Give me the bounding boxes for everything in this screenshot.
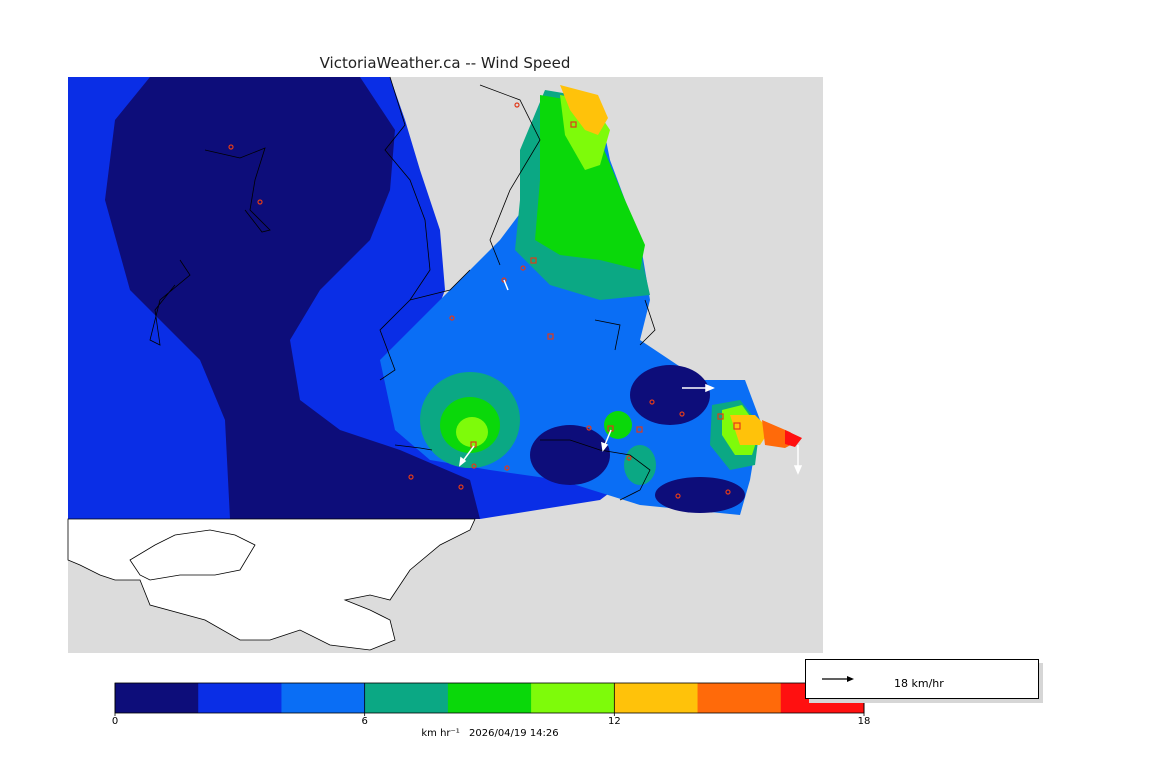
station-marker[interactable] — [570, 121, 577, 128]
wind-vector-arrow — [503, 279, 509, 291]
colorbar-tick-label: 0 — [111, 716, 119, 727]
coastline-harbour — [394, 299, 656, 501]
wind-vector-arrow — [793, 445, 803, 475]
colorbar-segment — [198, 683, 282, 713]
contour-spot-teal — [624, 445, 656, 485]
wind-vector-arrow — [458, 445, 475, 467]
colorbar-tick-label: 6 — [361, 716, 368, 727]
station-marker[interactable] — [547, 333, 554, 340]
station-marker[interactable] — [471, 463, 477, 469]
station-marker[interactable] — [504, 465, 510, 471]
station-marker[interactable] — [514, 102, 520, 108]
station-marker[interactable] — [636, 426, 643, 433]
station-marker[interactable] — [733, 422, 741, 430]
colorbar-segment — [614, 683, 699, 713]
contour-orange-north — [560, 85, 608, 135]
contour-hotspot-lime — [456, 417, 488, 447]
station-marker[interactable] — [228, 144, 234, 150]
station-marker[interactable] — [520, 265, 526, 271]
reference-vector-label: 18 km/hr — [894, 677, 944, 690]
colorbar-segment — [447, 683, 532, 713]
coastline-mainland — [379, 76, 541, 381]
station-marker[interactable] — [458, 484, 464, 490]
station-marker[interactable] — [717, 413, 724, 420]
wind-vector-arrow — [682, 383, 715, 393]
contour-calm-south — [530, 425, 610, 485]
colorbar — [114, 682, 865, 716]
station-marker[interactable] — [675, 493, 681, 499]
station-marker[interactable] — [449, 315, 455, 321]
colorbar-segment — [281, 683, 366, 713]
station-marker[interactable] — [649, 399, 655, 405]
colorbar-tick-label: 12 — [607, 716, 621, 727]
contour-green — [535, 95, 645, 270]
colorbar-caption: km hr⁻¹ 2026/04/19 14:26 — [0, 728, 980, 739]
colorbar-segment — [364, 683, 449, 713]
contour-spot-green — [604, 411, 632, 439]
station-marker[interactable] — [679, 411, 685, 417]
colorbar-segment — [697, 683, 782, 713]
colorbar-segment — [115, 683, 199, 713]
station-marker[interactable] — [725, 489, 731, 495]
contour-calm-east — [630, 365, 710, 425]
station-marker[interactable] — [257, 199, 263, 205]
contour-calm-navy — [105, 77, 480, 519]
wind-vector-arrow — [601, 429, 612, 452]
station-marker[interactable] — [530, 257, 537, 264]
reference-vector-box: 18 km/hr — [805, 659, 1039, 699]
station-marker[interactable] — [408, 474, 414, 480]
water-unplotted-south — [67, 518, 476, 651]
coastline-south-island — [129, 529, 256, 581]
map-title: VictoriaWeather.ca -- Wind Speed — [319, 54, 571, 72]
station-marker[interactable] — [626, 455, 632, 461]
coastline-island-west — [149, 147, 271, 346]
timestamp: 2026/04/19 14:26 — [469, 728, 559, 739]
colorbar-units: km hr⁻¹ — [421, 728, 460, 739]
wind-vectors — [458, 279, 803, 475]
colorbar-segment — [531, 683, 615, 713]
colorbar-tick-label: 18 — [857, 716, 871, 727]
contour-calm-southeast — [655, 477, 745, 513]
contour-east-redtip — [785, 430, 802, 447]
reference-arrow-icon — [822, 676, 854, 682]
station-marker[interactable] — [586, 425, 592, 431]
